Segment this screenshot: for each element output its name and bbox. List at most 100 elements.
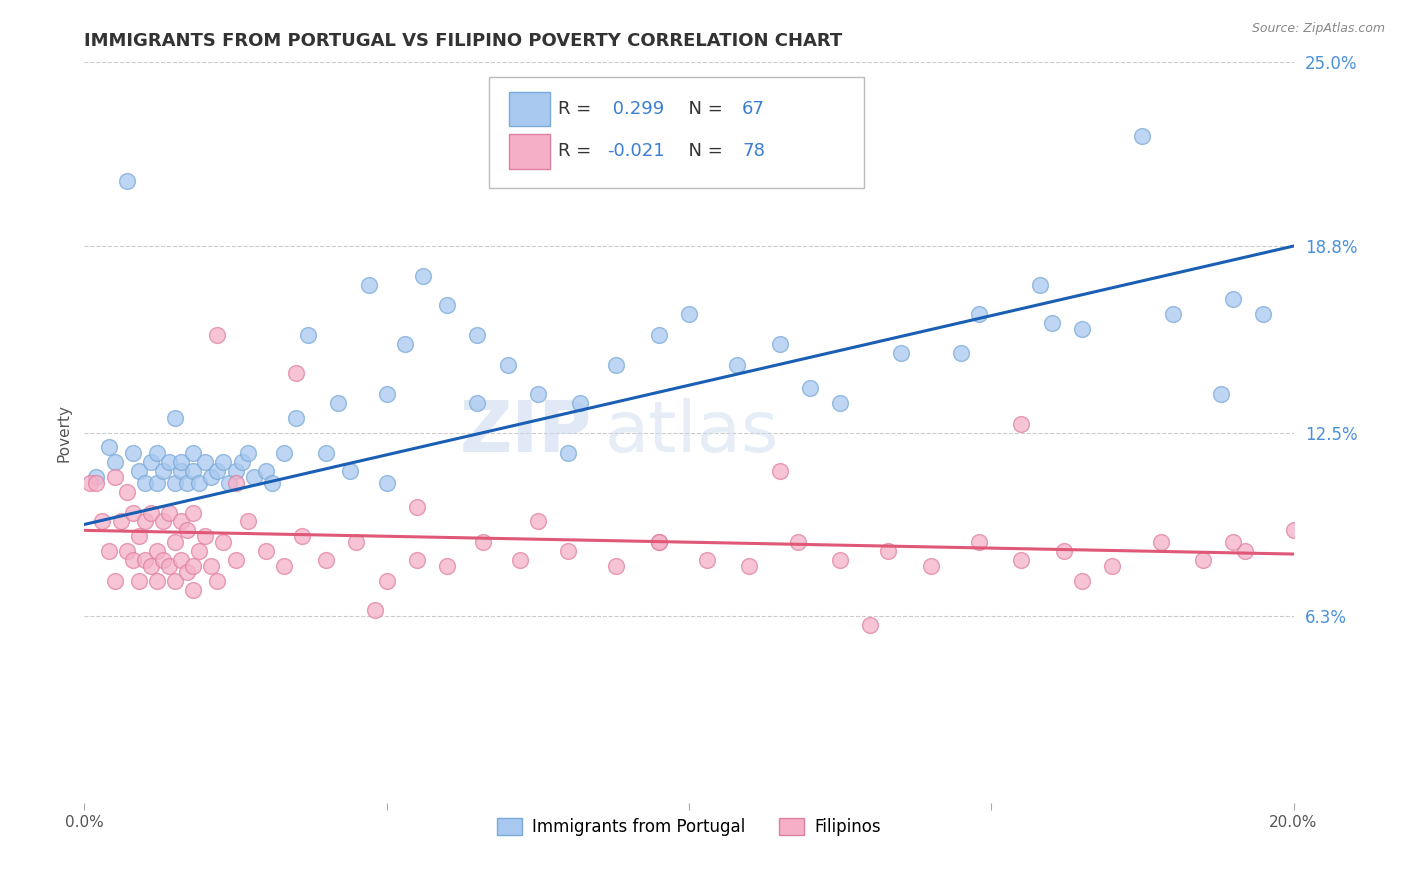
Legend: Immigrants from Portugal, Filipinos: Immigrants from Portugal, Filipinos (488, 808, 890, 847)
Point (152, 464, 174, 478)
Point (188, 544, 211, 558)
Point (363, 603, 385, 617)
Point (170, 464, 193, 478)
Point (97, 544, 120, 558)
Point (406, 500, 429, 514)
Point (176, 565, 198, 579)
Point (134, 475, 156, 490)
Point (1149, 535, 1171, 549)
Point (212, 455, 235, 469)
Point (181, 558, 204, 573)
Point (225, 475, 247, 490)
Point (194, 529, 217, 543)
Point (297, 327, 319, 342)
Point (527, 387, 550, 401)
Point (1222, 535, 1244, 549)
Point (859, 618, 882, 632)
Point (152, 515, 174, 529)
Point (200, 470, 222, 484)
FancyBboxPatch shape (509, 134, 550, 169)
Point (181, 506, 204, 520)
Point (128, 464, 150, 478)
Point (569, 396, 592, 410)
Point (496, 358, 519, 372)
Point (1101, 558, 1123, 573)
Point (139, 455, 162, 469)
Point (146, 544, 169, 558)
Point (291, 529, 314, 543)
Point (1234, 544, 1257, 558)
Point (1253, 307, 1275, 321)
Point (194, 455, 217, 469)
Point (181, 582, 204, 597)
Point (648, 327, 671, 342)
Point (207, 574, 229, 588)
Text: -0.021: -0.021 (607, 143, 665, 161)
Point (176, 524, 198, 538)
Point (467, 327, 489, 342)
Point (375, 387, 398, 401)
Point (139, 558, 162, 573)
Point (1011, 553, 1033, 567)
Point (394, 336, 416, 351)
Point (188, 475, 211, 490)
Point (254, 464, 277, 478)
Point (212, 535, 235, 549)
Point (273, 446, 295, 460)
Point (315, 553, 337, 567)
Point (146, 574, 169, 588)
Point (799, 381, 821, 395)
Point (1209, 387, 1232, 401)
Point (648, 535, 671, 549)
Point (467, 396, 489, 410)
Point (170, 455, 193, 469)
Point (786, 535, 808, 549)
Point (285, 410, 308, 425)
Text: R =: R = (558, 143, 598, 161)
Point (1053, 544, 1076, 558)
Point (176, 475, 198, 490)
Text: atlas: atlas (605, 398, 779, 467)
Point (375, 574, 398, 588)
Point (260, 475, 283, 490)
Point (134, 553, 156, 567)
Point (225, 553, 247, 567)
Point (1282, 524, 1305, 538)
Point (170, 515, 193, 529)
Point (165, 475, 187, 490)
Text: N =: N = (676, 143, 728, 161)
Point (769, 464, 792, 478)
Point (165, 410, 187, 425)
Point (1192, 553, 1215, 567)
Text: R =: R = (558, 100, 598, 118)
Point (157, 455, 180, 469)
Point (218, 475, 240, 490)
Point (121, 553, 143, 567)
Point (1161, 307, 1184, 321)
Point (436, 558, 458, 573)
Point (242, 470, 264, 484)
Point (1028, 277, 1050, 292)
Point (86, 475, 108, 490)
Point (406, 553, 429, 567)
Point (273, 558, 295, 573)
Point (315, 446, 337, 460)
Point (157, 506, 180, 520)
Point (436, 298, 458, 312)
Point (605, 558, 627, 573)
Y-axis label: Poverty: Poverty (56, 403, 72, 462)
Point (139, 506, 162, 520)
Text: N =: N = (676, 100, 728, 118)
Point (236, 446, 259, 460)
Point (1011, 417, 1033, 431)
Point (830, 396, 852, 410)
Point (152, 553, 174, 567)
Point (1040, 316, 1063, 330)
Point (97, 441, 120, 455)
Point (170, 553, 193, 567)
Point (91, 515, 114, 529)
Point (115, 484, 138, 499)
Point (738, 558, 761, 573)
Point (128, 529, 150, 543)
Point (375, 475, 398, 490)
